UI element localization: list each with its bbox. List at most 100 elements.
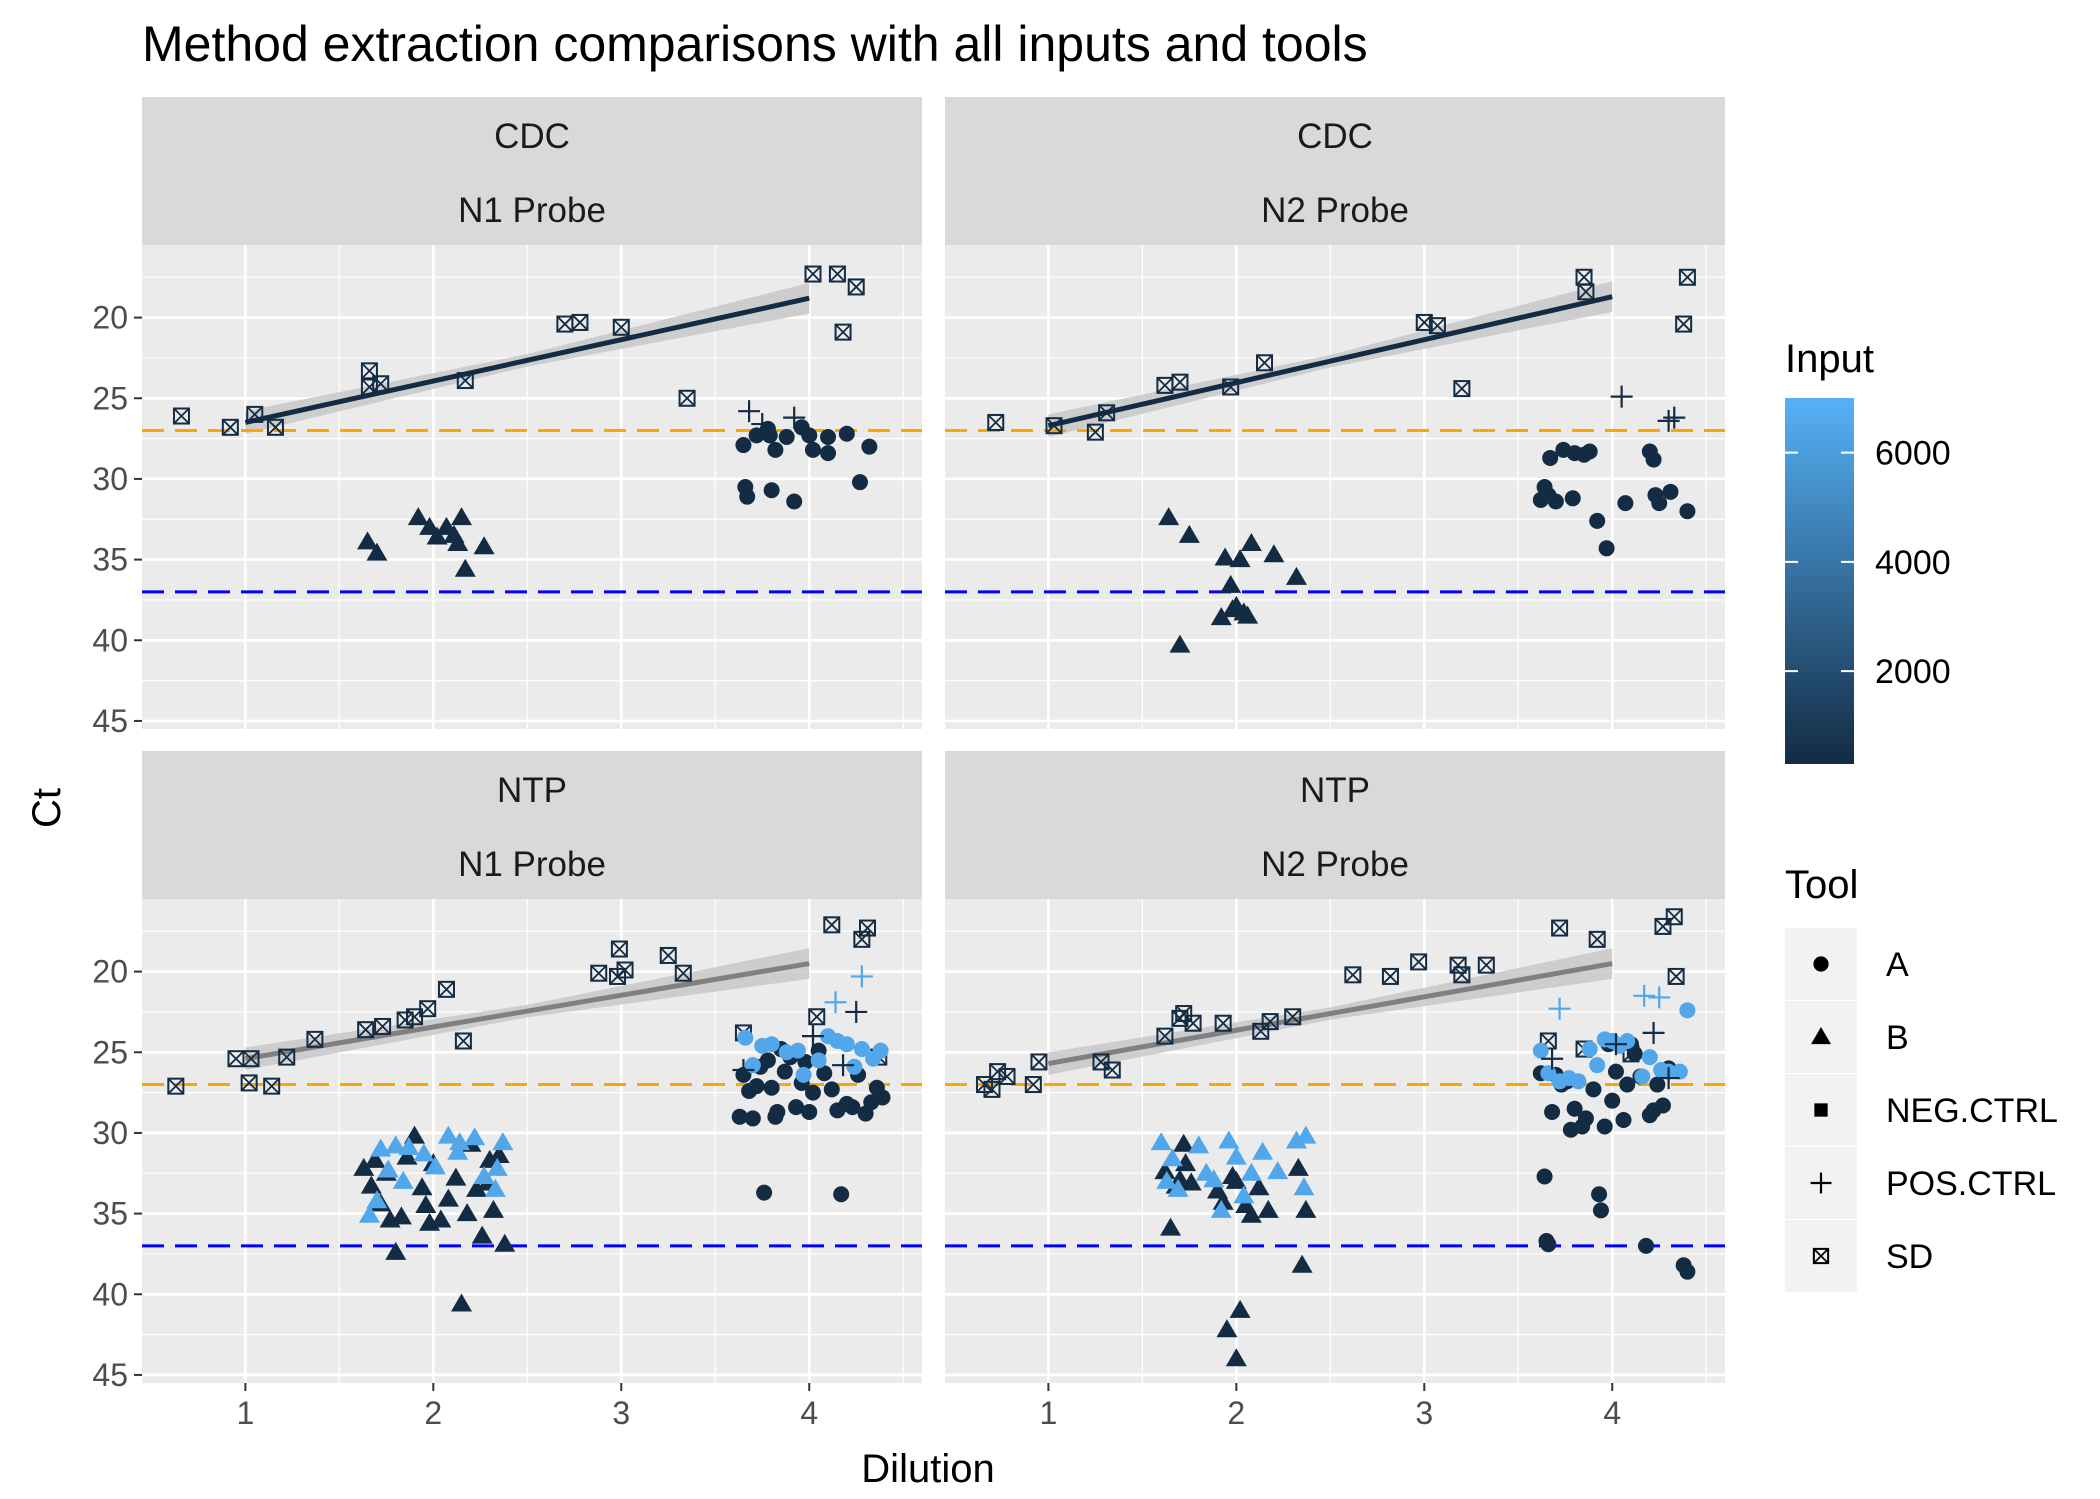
- data-point: [1285, 1130, 1307, 1149]
- data-point: [1657, 409, 1680, 432]
- data-point: [756, 1184, 773, 1201]
- data-point: [413, 1143, 435, 1162]
- data-point: [1171, 373, 1189, 391]
- data-point: [392, 1170, 414, 1189]
- data-point: [1024, 1076, 1042, 1094]
- colorbar-tick-label: 2000: [1875, 653, 1951, 691]
- y-tick-label: 45: [92, 1357, 128, 1393]
- data-point: [616, 961, 634, 979]
- data-point: [1604, 1033, 1627, 1056]
- fit-line: [1047, 294, 1613, 429]
- data-point: [846, 1058, 863, 1075]
- tool-legend-item: SD: [1785, 1220, 1933, 1292]
- data-point: [810, 1052, 827, 1069]
- facet-strip-col-label: N1 Probe: [458, 845, 606, 884]
- data-point: [763, 482, 780, 499]
- data-point: [1667, 967, 1685, 985]
- data-point: [1532, 1042, 1549, 1059]
- data-point: [454, 558, 476, 577]
- data-point: [678, 389, 696, 407]
- facet-strip-row-label: CDC: [494, 117, 570, 156]
- data-point: [1261, 1013, 1279, 1031]
- data-point: [473, 536, 495, 555]
- data-point: [1654, 1097, 1671, 1114]
- data-point: [1263, 544, 1285, 563]
- data-point: [447, 1141, 469, 1160]
- data-point: [1212, 1191, 1234, 1210]
- data-point: [767, 441, 784, 458]
- data-point: [1585, 1081, 1602, 1098]
- data-point: [246, 405, 264, 423]
- fit-line: [1047, 961, 1613, 1067]
- data-point: [1581, 443, 1598, 460]
- data-point: [1562, 1121, 1579, 1138]
- data-point: [1225, 1348, 1247, 1367]
- data-point: [786, 493, 803, 510]
- data-point: [1188, 1135, 1210, 1154]
- data-point: [1150, 1132, 1172, 1151]
- axes: 20 25 30 35 40 45 20 25 30 35 40 45 1 2 3 4 1 2 3 4: [92, 300, 1621, 1431]
- data-point: [1662, 483, 1679, 500]
- data-point: [266, 418, 284, 436]
- data-point: [451, 1293, 473, 1312]
- data-point: [357, 1021, 375, 1039]
- data-point: [874, 1089, 891, 1106]
- y-tick-label: 40: [92, 622, 128, 658]
- data-point: [1679, 503, 1696, 520]
- y-tick-label: 35: [92, 542, 128, 578]
- x-tick-label: 4: [1603, 1395, 1621, 1431]
- data-point: [872, 1042, 889, 1059]
- tool-legend-label: NEG.CTRL: [1886, 1092, 2058, 1130]
- data-point: [1596, 1118, 1613, 1135]
- data-point: [1173, 1133, 1195, 1152]
- data-point: [390, 1206, 412, 1225]
- data-point: [983, 1080, 1001, 1098]
- facet-panel: NTP N2 Probe: [945, 751, 1725, 1383]
- data-point: [1295, 1125, 1317, 1144]
- data-point: [1030, 1053, 1048, 1071]
- data-point: [1237, 605, 1259, 624]
- x-axis-title: Dilution: [861, 1447, 994, 1491]
- data-point: [1229, 549, 1251, 568]
- data-point: [1619, 1032, 1636, 1049]
- data-point: [407, 507, 429, 526]
- data-point: [456, 372, 474, 390]
- data-point: [1581, 1041, 1598, 1058]
- data-point: [847, 278, 865, 296]
- x-tick-label: 2: [424, 1395, 442, 1431]
- data-point: [1167, 1178, 1189, 1197]
- data-point: [1220, 574, 1242, 593]
- data-point: [1617, 495, 1634, 512]
- data-point: [858, 919, 876, 937]
- data-point: [797, 1053, 814, 1070]
- data-point: [1577, 283, 1595, 301]
- data-point: [1598, 540, 1615, 557]
- data-point: [471, 1225, 493, 1244]
- data-point: [1588, 930, 1606, 948]
- data-point: [1154, 1161, 1176, 1180]
- data-point: [1453, 966, 1471, 984]
- data-point: [612, 318, 630, 336]
- data-point: [451, 507, 473, 526]
- data-point: [1175, 1005, 1193, 1023]
- data-point: [1240, 1162, 1262, 1181]
- data-point: [385, 1241, 407, 1260]
- input-colorbar: [1785, 398, 1854, 764]
- data-point: [1477, 956, 1495, 974]
- data-point: [1641, 1107, 1658, 1124]
- facet-strip-col-label: N2 Probe: [1261, 845, 1409, 884]
- legend-key-symbol: [1810, 1172, 1832, 1194]
- tool-legend-item: A: [1785, 928, 1909, 1000]
- facet-strip: [142, 751, 922, 899]
- data-point: [366, 542, 388, 561]
- tool-legend-items: AB NEG.CTRL POS.CTRL SD: [1785, 928, 2058, 1292]
- data-point: [364, 1149, 386, 1168]
- data-point: [776, 1063, 793, 1080]
- data-point: [1233, 1185, 1255, 1204]
- data-point: [454, 1032, 472, 1050]
- data-point: [424, 1156, 446, 1175]
- data-point: [1591, 1186, 1608, 1203]
- data-point: [739, 488, 756, 505]
- tool-legend-item: NEG.CTRL: [1785, 1074, 2058, 1146]
- data-point: [1592, 1202, 1609, 1219]
